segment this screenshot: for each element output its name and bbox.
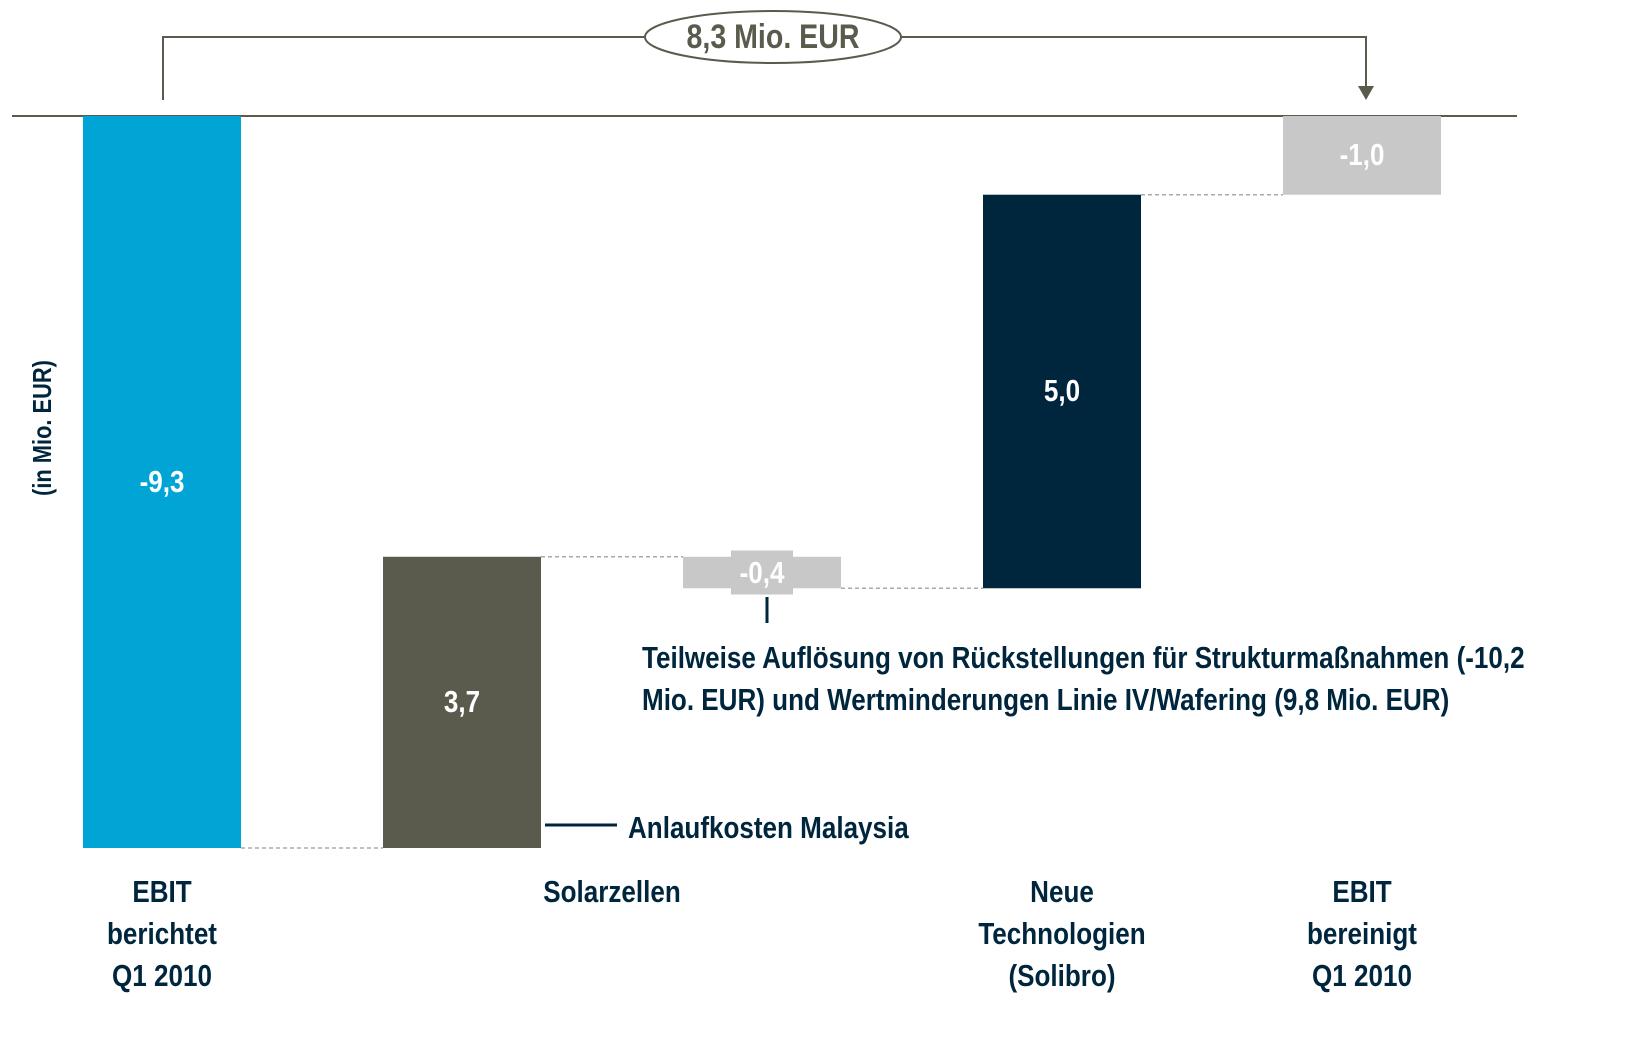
x-tick-label: Solarzellen [543,874,681,909]
annotation: Teilweise Auflösung von Rückstellungen f… [642,640,1525,717]
annotation: Anlaufkosten Malaysia [628,810,909,845]
x-tick-label: Neue Technologien (Solibro) [978,874,1146,993]
bracket-arrow [1358,86,1374,100]
data-label: -0,4 [739,554,785,590]
data-label: 5,0 [1043,373,1081,409]
y-axis-label: (in Mio. EUR) [27,360,57,496]
data-label: -1,0 [1339,137,1385,173]
annotation-ellipse [644,10,902,64]
data-label: -9,3 [139,464,185,499]
bar [983,194,1141,589]
annotation-total: 8,3 Mio. EUR [686,18,860,56]
label-bg [731,550,793,595]
bar [83,116,241,848]
bar [1283,116,1441,195]
x-tick-label: EBIT berichtet Q1 2010 [107,874,217,993]
x-tick-label: EBIT bereinigt Q1 2010 [1307,874,1417,993]
data-label: 3,7 [443,684,481,720]
bar [383,556,541,848]
